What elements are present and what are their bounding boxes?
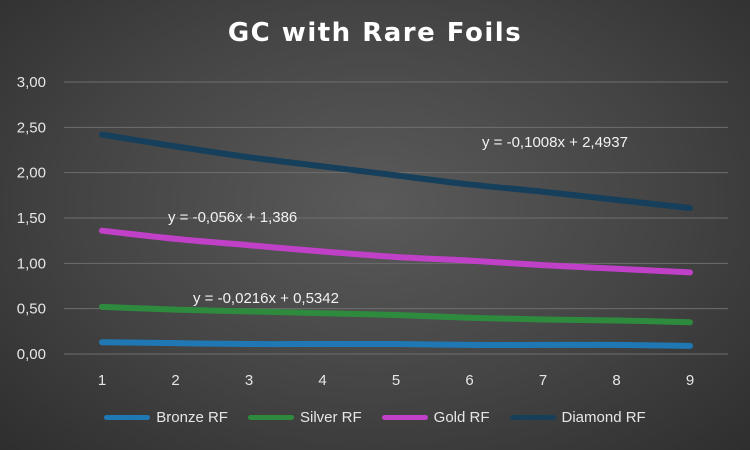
y-tick-label: 2,50 xyxy=(17,119,46,136)
trendline-equation-gold-rf: y = -0,056x + 1,386 xyxy=(168,209,297,226)
legend-label: Silver RF xyxy=(299,409,362,426)
legend-swatch xyxy=(509,415,556,420)
series-lines xyxy=(99,131,693,349)
legend-item-bronze-rf: Bronze RF xyxy=(104,409,228,426)
y-tick-label: 0,00 xyxy=(17,346,46,363)
chart-title: GC with Rare Foils xyxy=(227,18,523,48)
legend-swatch xyxy=(381,415,428,420)
legend-item-gold-rf: Gold RF xyxy=(381,409,490,426)
y-tick-label: 3,00 xyxy=(17,74,46,91)
x-tick-label: 6 xyxy=(465,372,473,389)
legend-label: Gold RF xyxy=(433,409,490,426)
x-tick-label: 4 xyxy=(318,372,326,389)
y-tick-label: 1,00 xyxy=(17,255,46,272)
y-tick-label: 0,50 xyxy=(17,301,46,318)
legend: Bronze RF Silver RF Gold RF Diamond RF xyxy=(0,409,750,426)
series-line-silver-rf xyxy=(99,303,693,326)
legend-label: Bronze RF xyxy=(156,409,228,426)
x-tick-label: 9 xyxy=(686,372,694,389)
legend-item-diamond-rf: Diamond RF xyxy=(509,409,646,426)
legend-swatch xyxy=(247,415,294,420)
x-tick-label: 3 xyxy=(245,372,253,389)
legend-item-silver-rf: Silver RF xyxy=(247,409,362,426)
series-line-bronze-rf xyxy=(99,339,693,349)
x-tick-label: 7 xyxy=(539,372,547,389)
x-tick-label: 2 xyxy=(171,372,179,389)
trendline-equations: y = -0,1008x + 2,4937 y = -0,056x + 1,386… xyxy=(168,134,628,307)
legend-label: Diamond RF xyxy=(561,409,646,426)
trendline-equation-diamond-rf: y = -0,1008x + 2,4937 xyxy=(482,134,628,151)
series-line-diamond-rf xyxy=(99,131,693,212)
y-tick-label: 2,00 xyxy=(17,165,46,182)
y-axis: 0,00 0,50 1,00 1,50 2,00 2,50 3,00 xyxy=(17,74,46,363)
x-tick-label: 8 xyxy=(612,372,620,389)
trendline-equation-silver-rf: y = -0,0216x + 0,5342 xyxy=(193,290,339,307)
legend-swatch xyxy=(104,415,151,420)
y-tick-label: 1,50 xyxy=(17,210,46,227)
x-tick-label: 1 xyxy=(98,372,106,389)
x-axis: 1 2 3 4 5 6 7 8 9 xyxy=(98,372,694,389)
x-tick-label: 5 xyxy=(392,372,400,389)
series-line-gold-rf xyxy=(99,227,693,276)
